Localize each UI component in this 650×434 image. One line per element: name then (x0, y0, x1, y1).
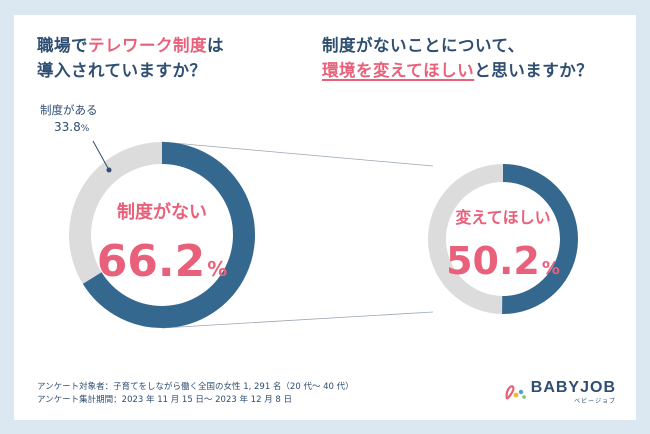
callout-unit: % (81, 124, 90, 134)
babyjob-mark-icon (505, 385, 526, 400)
chart2-center-unit: % (542, 258, 560, 279)
donut2-slice-primary (502, 164, 578, 314)
q1-highlight: テレワーク制度 (88, 36, 207, 55)
infographic-card: 職場でテレワーク制度は 導入されていますか？ 制度がないことについて、 環境を変… (14, 15, 636, 420)
chart1-center-label: 制度がない (117, 201, 207, 223)
donut-chart-1 (69, 142, 255, 328)
logo-sub: ベビージョブ (574, 397, 616, 405)
chart1-center-value: 66.2 (97, 236, 206, 287)
chart1-center-value-wrap: 66.2% (97, 236, 228, 287)
q2-highlight: 環境を変えてほしい (322, 61, 475, 80)
footer-line-2: アンケート集計期間：2023 年 11 月 15 日～ 2023 年 12 月 … (37, 395, 293, 405)
q2-suffix: と思いますか？ (474, 61, 594, 80)
chart1-center-unit: % (207, 257, 227, 281)
callout-dot (106, 167, 112, 173)
connector-line-bottom (161, 311, 434, 329)
callout-leader (92, 140, 110, 171)
q1-prefix: 職場で (37, 36, 88, 55)
logo-text-block: BABYJOB ベビージョブ (530, 378, 616, 405)
connector-line-top (161, 141, 434, 167)
callout-label: 制度がある (40, 103, 98, 117)
chart2-center-label: 変えてほしい (455, 208, 550, 227)
callout-value: 33.8 (54, 120, 81, 134)
donut-chart-2 (428, 164, 578, 314)
q1-line2: 導入されていますか？ (37, 61, 207, 80)
survey-footer: アンケート対象者：子育てをしながら働く全国の女性 1, 291 名（20 代～ … (37, 381, 354, 407)
logo-text: BABYJOB (530, 378, 616, 396)
q2-line1: 制度がないことについて、 (322, 36, 525, 55)
babyjob-logo: BABYJOB ベビージョブ (503, 378, 616, 406)
footer-line-1: アンケート対象者：子育てをしながら働く全国の女性 1, 291 名（20 代～ … (37, 382, 354, 392)
chart2-center-value: 50.2 (446, 239, 540, 283)
question-1: 職場でテレワーク制度は 導入されていますか？ (37, 33, 224, 83)
charts-svg: 制度がない 66.2% 制度がある 33.8% 変えてほしい 50.2% (40, 103, 578, 329)
question-2: 制度がないことについて、 環境を変えてほしいと思いますか？ (322, 33, 593, 83)
chart2-center-value-wrap: 50.2% (446, 239, 560, 283)
donut1-slice-primary (82, 142, 255, 328)
q1-suffix: は (207, 36, 224, 55)
callout-value-wrap: 33.8% (54, 120, 90, 134)
